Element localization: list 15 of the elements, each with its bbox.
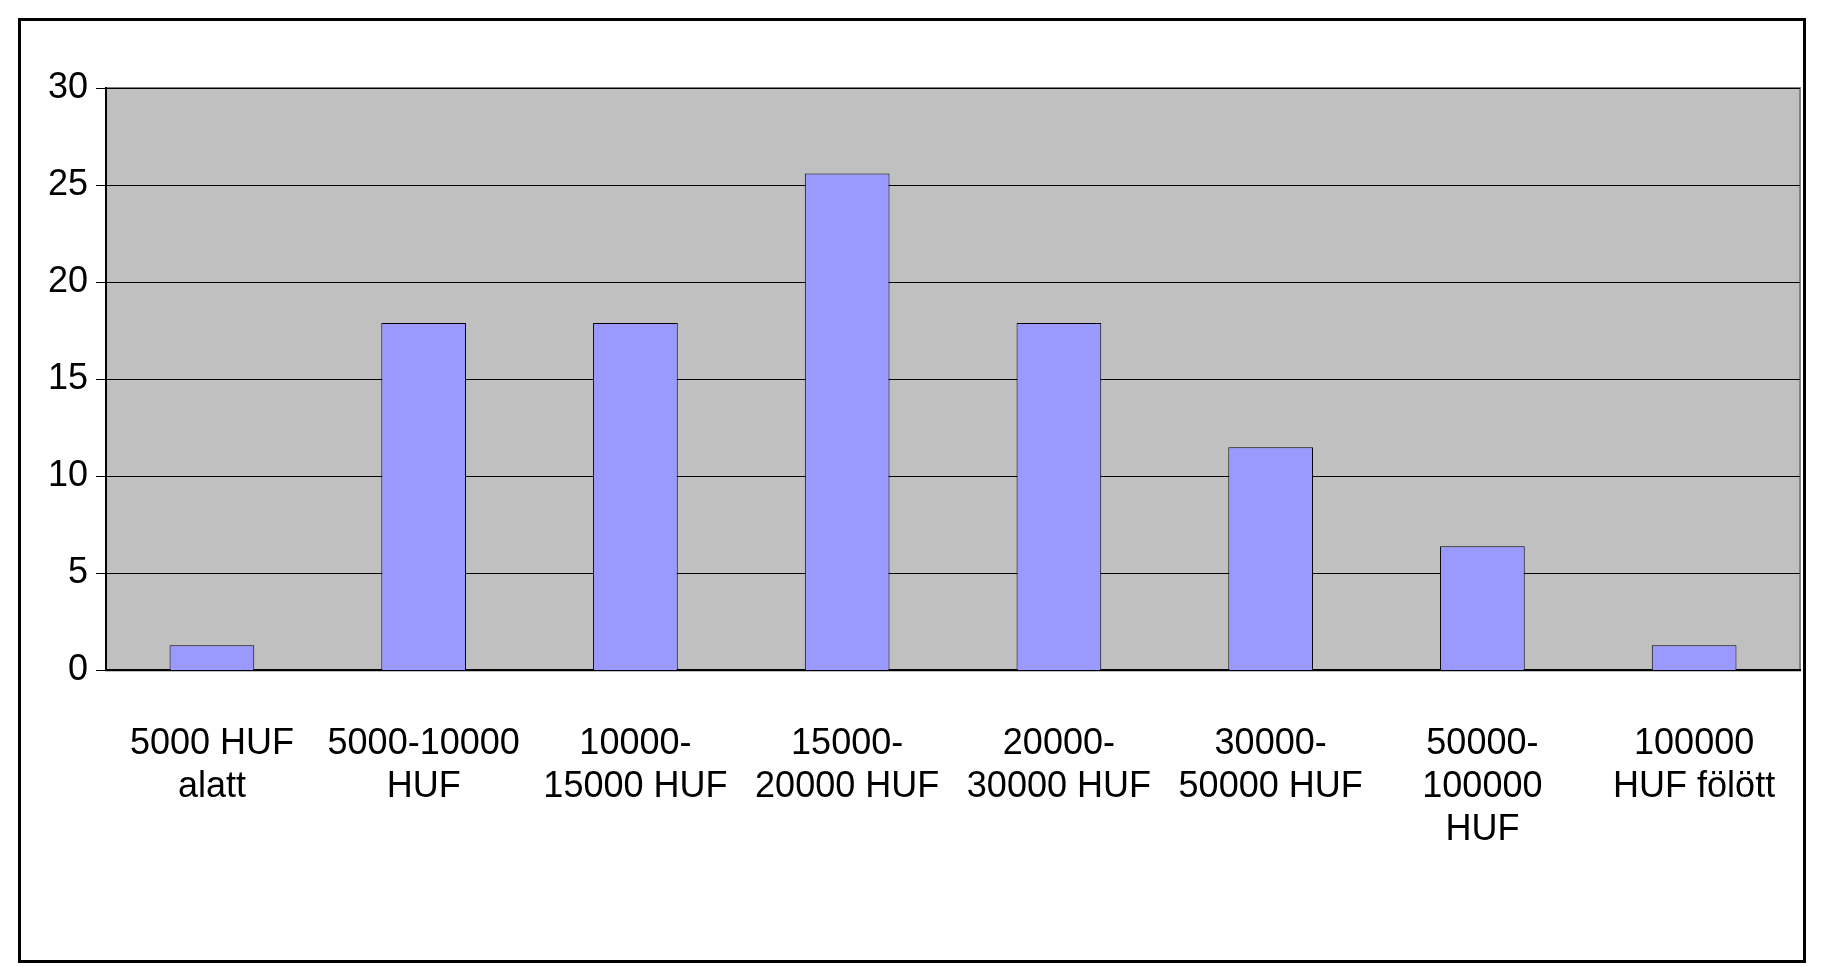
x-tick-label: 100000 HUF fölött (1613, 720, 1776, 806)
y-tick-label: 25 (48, 161, 89, 203)
y-tick-label: 15 (48, 356, 89, 398)
x-tick-label: 15000- 20000 HUF (755, 720, 940, 806)
y-tick-label: 0 (68, 647, 89, 689)
y-tick-label: 30 (48, 64, 89, 106)
x-tick-label: 5000 HUF alatt (129, 720, 294, 806)
x-tick-label: 50000- 100000 HUF (1422, 720, 1543, 849)
y-tick-label: 5 (68, 550, 89, 592)
x-tick-label: 5000-10000 HUF (327, 720, 520, 806)
y-tick-label: 10 (48, 453, 89, 495)
x-tick-label: 20000- 30000 HUF (966, 720, 1151, 806)
x-tick-label: 30000- 50000 HUF (1178, 720, 1363, 806)
y-tick-label: 20 (48, 259, 89, 301)
x-tick-label: 10000- 15000 HUF (543, 720, 728, 806)
